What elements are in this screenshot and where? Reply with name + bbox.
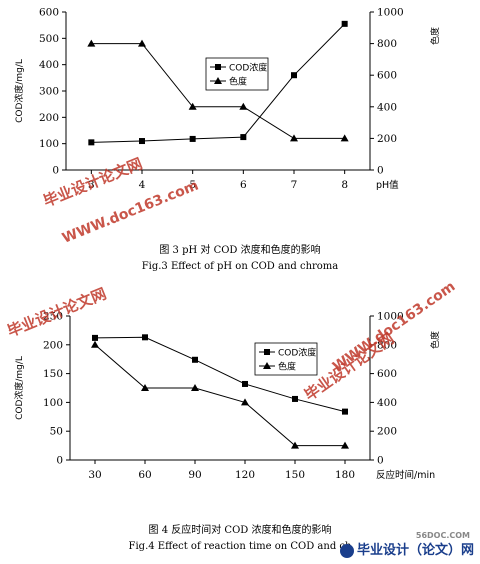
chart1-series-1-point bbox=[291, 72, 297, 79]
chart1-y-tick-label: 400 bbox=[39, 59, 59, 71]
chart2-series-2-point bbox=[191, 384, 199, 391]
chart1-x-tick-label: 3 bbox=[88, 179, 95, 191]
chart1-series-1-line bbox=[91, 23, 346, 143]
chart1-y2-tick-label: 400 bbox=[377, 101, 397, 113]
chart1-y2-tick-label: 800 bbox=[377, 38, 397, 50]
chart2-series-2-point bbox=[291, 441, 299, 449]
chart1-caption-cn: 图 3 pH 对 COD 浓度和色度的影响 bbox=[159, 245, 321, 256]
chart1-series-2-point bbox=[188, 102, 197, 110]
chart2-y-axis-label: COD浓度/mg/L bbox=[13, 356, 25, 420]
chart2-y-tick-label: 150 bbox=[43, 368, 63, 380]
chart2-x-tick-label: 150 bbox=[285, 469, 305, 481]
chart2-legend-label-1: COD浓度 bbox=[278, 347, 316, 359]
chart2-y-tick-label: 200 bbox=[43, 339, 63, 351]
chart1-x-tick-label: 4 bbox=[139, 179, 146, 191]
chart1-y-tick-label: 100 bbox=[39, 138, 59, 150]
chart1-legend-marker-1 bbox=[215, 64, 221, 70]
chart2-x-tick-label: 90 bbox=[188, 469, 201, 481]
chart1-y2-tick-label: 200 bbox=[377, 133, 397, 145]
chart2-x-axis-label: 反应时间/min bbox=[376, 469, 435, 481]
chart2-series-2-point bbox=[241, 398, 249, 406]
chart2-series-1-point bbox=[92, 334, 98, 341]
chart2-x-tick-label: 120 bbox=[235, 469, 255, 481]
chart2-series-1-point bbox=[292, 395, 298, 402]
chart2-legend-box bbox=[254, 342, 318, 376]
chart1-series-2-point bbox=[87, 39, 96, 47]
chart2-y-tick-label: 250 bbox=[43, 311, 63, 323]
chart1-y-tick-label: 600 bbox=[39, 7, 59, 19]
chart1-y-tick-label: 0 bbox=[52, 165, 59, 177]
chart1-y2-tick-label: 600 bbox=[377, 70, 397, 82]
chart1-series-1-point bbox=[189, 135, 196, 142]
chart2-y-tick-label: 100 bbox=[43, 397, 63, 409]
chart2-x-tick-label: 30 bbox=[88, 469, 101, 481]
chart1-y2-tick-label: 1000 bbox=[377, 7, 404, 19]
chart2-y2-axis-label: 色度 bbox=[429, 331, 441, 349]
chart1-legend-box bbox=[205, 57, 269, 91]
chart2-series-1-point bbox=[342, 408, 348, 415]
chart1-legend-label-1: COD浓度 bbox=[229, 62, 267, 74]
chart2-legend-marker-2 bbox=[263, 362, 271, 369]
chart1-x-tick-label: 8 bbox=[341, 179, 348, 191]
chart1-series-1-point bbox=[341, 20, 348, 27]
chart1-series-2-line bbox=[91, 43, 345, 139]
chart2-series-1-point bbox=[192, 356, 198, 363]
chart2-series-1-line bbox=[94, 336, 346, 413]
chart1-series-2-point bbox=[290, 134, 298, 142]
chart1-series-1-point bbox=[240, 134, 247, 141]
chart2-series-2-point bbox=[141, 384, 149, 391]
chart1-x-tick-label: 6 bbox=[240, 179, 247, 191]
chart2-x-tick-label: 180 bbox=[335, 469, 355, 481]
chart1-y-tick-label: 300 bbox=[39, 86, 59, 98]
chart1-series-1-point bbox=[139, 138, 145, 145]
chart2-y-tick-label: 0 bbox=[56, 455, 63, 467]
chart2-caption-cn: 图 4 反应时间对 COD 浓度和色度的影响 bbox=[148, 525, 332, 536]
chart2-y2-tick-label: 200 bbox=[377, 426, 397, 438]
footer-brand-text: 毕业设计（论文）网 bbox=[356, 543, 474, 558]
chart1-caption-en: Fig.3 Effect of pH on COD and chroma bbox=[141, 261, 339, 272]
chart2-legend-marker-1 bbox=[264, 349, 270, 355]
footer-brand: 毕业设计（论文）网 bbox=[339, 539, 474, 558]
chart2-series-1-point bbox=[242, 380, 248, 387]
chart2-y2-tick-label: 1000 bbox=[377, 311, 404, 323]
chart2-y2-tick-label: 800 bbox=[377, 339, 397, 351]
chart2-x-tick-label: 60 bbox=[138, 469, 151, 481]
footer-site: 56DOC.COM bbox=[415, 531, 470, 540]
chart1-y-tick-label: 200 bbox=[39, 112, 59, 124]
chart1-legend-marker-2 bbox=[214, 77, 222, 84]
chart2-y2-tick-label: 400 bbox=[377, 397, 397, 409]
chart2-y2-tick-label: 600 bbox=[377, 368, 397, 380]
chart2-legend-label-2: 色度 bbox=[278, 361, 296, 373]
chart2-series-2-point bbox=[91, 340, 99, 348]
chart1-series-2-point bbox=[239, 102, 248, 110]
chart1-x-tick-label: 7 bbox=[291, 179, 298, 191]
logo-icon bbox=[339, 543, 354, 558]
chart1-series-2-point bbox=[340, 134, 349, 142]
chart1-series-2-point bbox=[138, 39, 146, 47]
chart1-x-axis-label: pH值 bbox=[376, 179, 399, 191]
chart2-y2-tick-label: 0 bbox=[377, 455, 384, 467]
chart1-x-tick-label: 5 bbox=[189, 179, 196, 191]
chart1-y2-tick-label: 0 bbox=[377, 165, 384, 177]
chart1-y-tick-label: 500 bbox=[39, 33, 59, 45]
chart1-series-1-point bbox=[88, 139, 95, 146]
chart1-legend-label-2: 色度 bbox=[229, 76, 247, 88]
chart1-y2-axis-label: 色度 bbox=[429, 27, 441, 45]
chart2-series-1-point bbox=[142, 334, 148, 341]
chart1-y-axis-label: COD浓度/mg/L bbox=[13, 59, 25, 123]
chart2-series-2-line bbox=[94, 344, 345, 447]
chart2-caption-en: Fig.4 Effect of reaction time on COD and… bbox=[128, 541, 352, 552]
chart2-y-tick-label: 50 bbox=[50, 426, 63, 438]
chart2-series-2-point bbox=[341, 441, 349, 449]
